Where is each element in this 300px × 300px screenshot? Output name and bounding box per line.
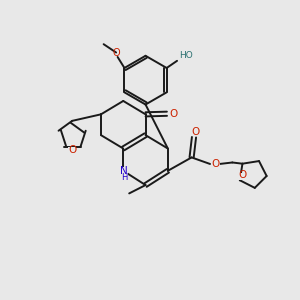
Text: O: O: [68, 145, 76, 155]
Text: O: O: [211, 159, 220, 169]
Text: O: O: [191, 127, 200, 137]
Text: N: N: [120, 166, 128, 176]
Bar: [238, 173, 246, 180]
Text: O: O: [238, 170, 246, 180]
Text: O: O: [169, 109, 178, 119]
Bar: [68, 147, 76, 154]
Text: HO: HO: [179, 51, 193, 60]
Bar: [211, 161, 220, 167]
Text: H: H: [121, 173, 127, 182]
Bar: [119, 167, 128, 175]
Text: O: O: [112, 47, 120, 58]
